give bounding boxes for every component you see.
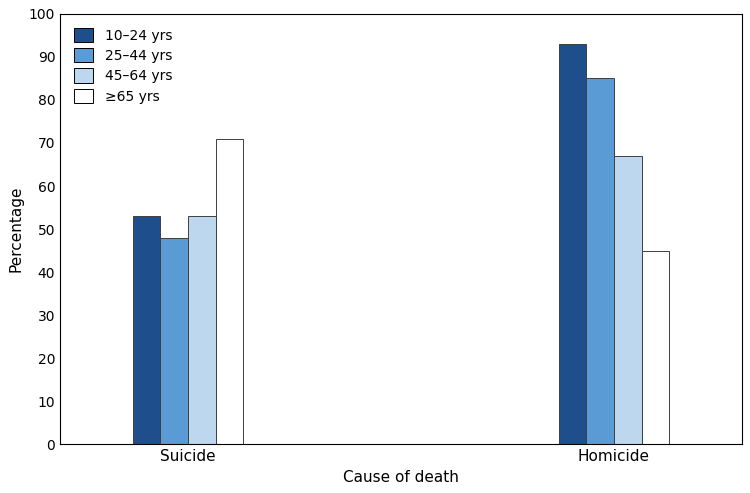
- Bar: [614, 156, 641, 444]
- Bar: [133, 216, 160, 444]
- Bar: [160, 238, 188, 444]
- X-axis label: Cause of death: Cause of death: [343, 470, 459, 485]
- Bar: [215, 139, 243, 444]
- Y-axis label: Percentage: Percentage: [8, 186, 23, 272]
- Bar: [559, 44, 586, 444]
- Bar: [586, 78, 614, 444]
- Bar: [188, 216, 215, 444]
- Legend: 10–24 yrs, 25–44 yrs, 45–64 yrs, ≥65 yrs: 10–24 yrs, 25–44 yrs, 45–64 yrs, ≥65 yrs: [67, 21, 179, 110]
- Bar: [641, 250, 669, 444]
